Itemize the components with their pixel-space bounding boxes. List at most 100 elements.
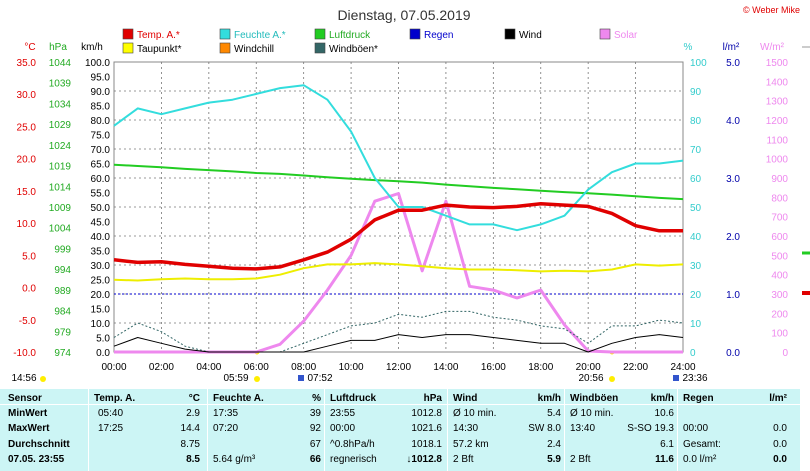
solar-tick: 200 (771, 309, 788, 320)
table-cell-sub: 2 Bft (570, 454, 591, 465)
moon-icon (298, 375, 304, 381)
legend-swatch (314, 28, 326, 40)
series-line-feuchte-a (113, 84, 684, 232)
kmh-tick: 95.0 (91, 73, 111, 84)
x-tick: 12:00 (386, 362, 411, 373)
table-cell-value: 6.1 (660, 439, 674, 450)
table-cell-sub: 2 Bft (453, 454, 474, 465)
temp-tick: 0.0 (22, 284, 36, 295)
legend-swatch (314, 42, 326, 54)
hpa-tick: 984 (54, 307, 71, 318)
hpa-tick: 979 (54, 327, 71, 338)
table-cell-value: 1021.6 (411, 423, 442, 434)
table-cell-value: 10.6 (654, 408, 674, 419)
pct-tick: 10 (690, 319, 702, 330)
x-tick: 00:00 (101, 362, 126, 373)
legend: Temp. A.* Feuchte A.* Luftdruck Regen Wind So… (122, 28, 638, 55)
solar-tick: 1300 (766, 97, 789, 108)
hpa-tick: 994 (54, 265, 71, 276)
temp-tick: 30.0 (17, 90, 37, 101)
x-tick: 24:00 (670, 362, 695, 373)
table-cell-sub: 0.0 l/m² (683, 454, 717, 465)
kmh-tick: 80.0 (91, 116, 111, 127)
hpa-tick: 1014 (49, 182, 72, 193)
sun-icon (609, 376, 615, 382)
table-cell-value: 8.5 (186, 454, 200, 465)
pct-tick: 30 (690, 261, 702, 272)
pct-tick: 0 (690, 348, 696, 359)
table-cell-sub: 17:35 (213, 408, 239, 419)
kmh-tick: 40.0 (91, 232, 111, 243)
weather-chart: Dienstag, 07.05.2019 Temp. A.* Feuchte A.… (11, 7, 810, 384)
table-header-unit-4: km/h (537, 393, 561, 404)
sunset-time-prev: 14:56 (11, 373, 36, 384)
table-header-4: Wind (453, 393, 478, 404)
pct-tick: 70 (690, 145, 702, 156)
table-header-unit-3: hPa (423, 393, 442, 404)
solar-tick: 300 (771, 290, 788, 301)
table-cell-sub: 05:40 (98, 408, 124, 419)
pct-tick: 40 (690, 232, 702, 243)
table-cell-value: 5.4 (547, 408, 561, 419)
table-cell-value: 11.6 (655, 454, 674, 465)
kmh-tick: 60.0 (91, 174, 111, 185)
table-cell-sub: 00:00 (330, 423, 356, 434)
kmh-tick: 45.0 (91, 218, 111, 229)
x-tick: 16:00 (481, 362, 506, 373)
hpa-unit: hPa (49, 42, 67, 53)
solar-tick: 1000 (766, 155, 789, 166)
plot-area (113, 61, 684, 354)
legend-swatch (409, 28, 421, 40)
x-tick: 10:00 (339, 362, 364, 373)
hpa-tick: 999 (54, 244, 71, 255)
table-header-unit-2: % (312, 393, 321, 404)
kmh-tick: 5.0 (96, 334, 110, 345)
temp-tick: 15.0 (17, 187, 37, 198)
solar-tick: 1500 (766, 58, 789, 69)
temp-tick: -5.0 (19, 316, 37, 327)
table-row-label: MinWert (8, 408, 48, 419)
kmh-tick: 20.0 (91, 290, 111, 301)
solar-tick: 600 (771, 232, 788, 243)
table-header-unit-5: km/h (650, 393, 674, 404)
hpa-tick: 1024 (49, 141, 72, 152)
table-header-1: Temp. A. (94, 393, 136, 404)
kmh-unit: km/h (81, 42, 103, 53)
table-cell-value: 1012.8 (411, 408, 442, 419)
table-cell-sub: 5.64 g/m³ (213, 454, 256, 465)
legend-swatch (599, 28, 611, 40)
rain-unit: l/m² (723, 42, 740, 53)
summary-table: Sensor Temp. A. °C Feuchte A.% Luftdruck hPa W… (0, 389, 800, 471)
sunrise-time: 05:59 (223, 373, 248, 384)
rain-tick: 1.0 (726, 290, 740, 301)
table-cell-value: 5.9 (547, 454, 561, 465)
axes: 35.0 30.0 25.0 20.0 15.0 10.0 5.0 0.0 -5.0 -10.0 1… (11, 42, 810, 384)
table-column-divider (677, 389, 678, 471)
pct-tick: 100 (690, 58, 707, 69)
x-tick: 02:00 (149, 362, 174, 373)
hpa-tick: 989 (54, 286, 71, 297)
solar-tick: 500 (771, 251, 788, 262)
legend-label: Taupunkt* (137, 44, 182, 55)
series-line-wind (113, 334, 684, 353)
table-row-label: MaxWert (8, 423, 50, 434)
moonrise-time: 07:52 (307, 373, 332, 384)
temp-tick: 10.0 (17, 219, 37, 230)
temp-tick: 25.0 (17, 122, 37, 133)
series-line-taupunkt (113, 262, 684, 282)
table-cell-sub: 00:00 (683, 423, 709, 434)
table-header-2: Feuchte A. (213, 393, 264, 404)
table-header-0: Sensor (8, 393, 42, 404)
kmh-tick: 10.0 (91, 319, 111, 330)
table-row-label: Durchschnitt (8, 439, 70, 450)
legend-swatch (504, 28, 516, 40)
pct-tick: 60 (690, 174, 702, 185)
table-cell-value: ↓1012.8 (406, 454, 442, 465)
hpa-tick: 1004 (49, 224, 72, 235)
table-cell-sub: regnerisch (330, 454, 377, 465)
solar-tick: 100 (771, 329, 788, 340)
kmh-tick: 75.0 (91, 131, 111, 142)
table-row-label: 07.05. 23:55 (8, 454, 65, 465)
x-tick: 20:00 (576, 362, 601, 373)
table-cell-sub: 13:40 (570, 423, 596, 434)
